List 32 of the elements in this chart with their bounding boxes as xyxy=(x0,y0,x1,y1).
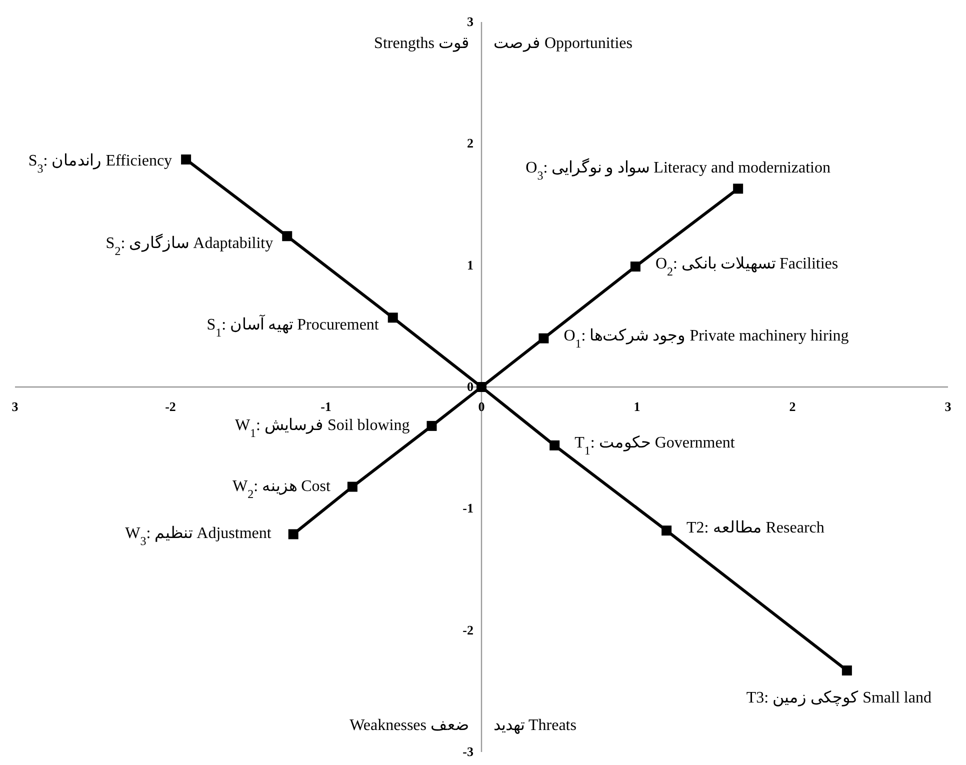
y-tick-label: -1 xyxy=(462,500,474,516)
annotation: Strengths قوت xyxy=(374,35,470,52)
x-tick-label: -1 xyxy=(320,399,332,414)
point xyxy=(181,154,192,164)
y-tick-label: 2 xyxy=(467,136,474,151)
x-tick-label: 3 xyxy=(944,399,952,414)
point xyxy=(388,312,398,323)
x-tick-label: -2 xyxy=(165,399,176,414)
point xyxy=(426,420,437,431)
annotation: Weaknesses ضعف xyxy=(350,717,470,734)
point xyxy=(550,440,560,450)
annotation: فرصت Opportunities xyxy=(494,35,632,52)
point xyxy=(288,529,298,540)
y-tick-label: 0 xyxy=(467,379,474,394)
y-tick-label: 1 xyxy=(467,257,474,272)
point xyxy=(538,333,549,344)
point xyxy=(733,184,744,194)
point xyxy=(630,262,640,272)
x-tick-label: 2 xyxy=(789,399,796,414)
annotation: T3: کوچکی زمین Small land xyxy=(746,689,932,706)
y-tick-label: -3 xyxy=(462,744,474,759)
x-tick-label: 3 xyxy=(12,399,19,414)
point xyxy=(347,482,358,492)
annotation: T2: مطالعه Research xyxy=(686,520,824,537)
point xyxy=(662,526,672,536)
annotation: تهدید Threats xyxy=(494,717,576,734)
x-tick-label: 0 xyxy=(478,399,485,414)
point xyxy=(842,665,852,676)
y-tick-label: -2 xyxy=(462,622,474,638)
y-tick-label: 3 xyxy=(467,14,474,29)
point xyxy=(282,231,292,242)
x-tick-label: 1 xyxy=(634,399,640,414)
